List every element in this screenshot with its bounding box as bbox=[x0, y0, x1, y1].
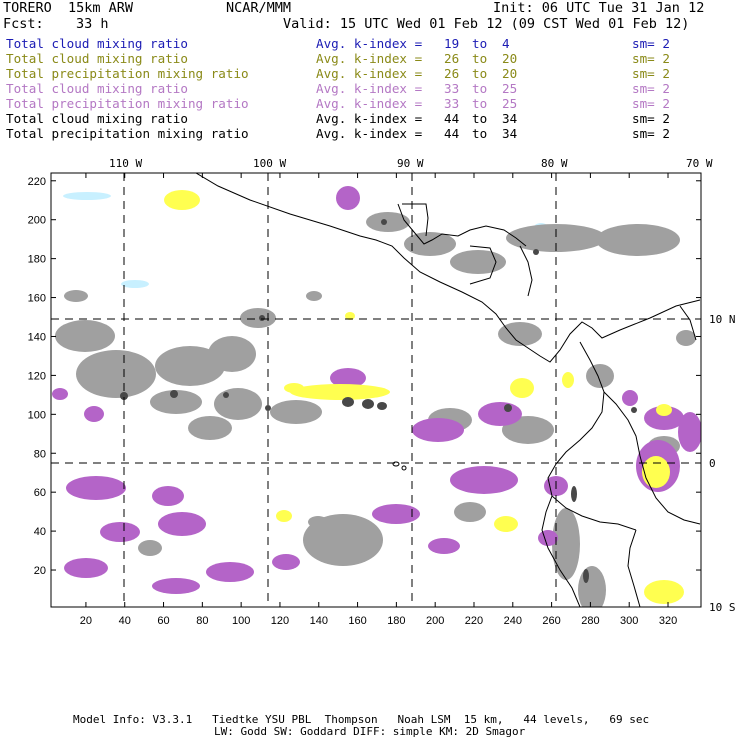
legend-from: 26 bbox=[444, 66, 460, 81]
legend-field: Total precipitation mixing ratio bbox=[6, 96, 249, 111]
y-tick-label: 80 bbox=[34, 448, 46, 460]
forecast-label: Fcst: bbox=[3, 16, 44, 32]
legend-sm: sm= 2 bbox=[632, 66, 670, 81]
y-tick-label: 40 bbox=[34, 526, 46, 538]
legend-index: Avg. k-index = bbox=[316, 111, 423, 126]
legend-to: 20 bbox=[502, 51, 518, 66]
legend-to: 25 bbox=[502, 81, 518, 96]
legend-to-word: to bbox=[472, 81, 488, 96]
x-tick-label: 220 bbox=[465, 615, 483, 627]
gray-cloud bbox=[55, 212, 696, 607]
axis-ticks bbox=[51, 173, 701, 607]
legend-to-word: to bbox=[472, 111, 488, 126]
legend-to-word: to bbox=[472, 96, 488, 111]
legend-field: Total cloud mixing ratio bbox=[6, 51, 188, 66]
x-tick-label: 60 bbox=[157, 615, 169, 627]
latitude-label: 10 N bbox=[709, 313, 736, 326]
y-tick-label: 180 bbox=[28, 254, 46, 266]
legend-field: Total precipitation mixing ratio bbox=[6, 126, 249, 141]
legend-sm: sm= 2 bbox=[632, 81, 670, 96]
legend-to: 4 bbox=[502, 36, 510, 51]
legend-sm: sm= 2 bbox=[632, 126, 670, 141]
x-tick-label: 300 bbox=[620, 615, 638, 627]
y-tick-label: 140 bbox=[28, 331, 46, 343]
legend-field: Total cloud mixing ratio bbox=[6, 36, 188, 51]
legend-to-word: to bbox=[472, 66, 488, 81]
legend-from: 44 bbox=[444, 126, 460, 141]
grid-lines bbox=[51, 173, 701, 607]
yellow-precip bbox=[164, 190, 684, 604]
y-tick-label: 200 bbox=[28, 215, 46, 227]
y-tick-label: 20 bbox=[34, 565, 46, 577]
legend-index: Avg. k-index = bbox=[316, 51, 423, 66]
x-tick-label: 20 bbox=[80, 615, 92, 627]
field-layers bbox=[52, 173, 701, 607]
latitude-label: 10 S bbox=[709, 601, 736, 614]
x-tick-label: 120 bbox=[271, 615, 289, 627]
axis-tick-labels: 20 40 60 80 100 120 140 160 180 200 220 240 260 280 30… bbox=[28, 176, 678, 627]
legend-index: Avg. k-index = bbox=[316, 36, 423, 51]
legend-from: 33 bbox=[444, 81, 460, 96]
y-tick-label: 100 bbox=[28, 409, 46, 421]
forecast-hours: 33 h bbox=[76, 16, 109, 32]
legend-index: Avg. k-index = bbox=[316, 96, 423, 111]
longitude-label: 100 W bbox=[253, 157, 287, 170]
physics-info-line: LW: Godd SW: Goddard DIFF: simple KM: 2D… bbox=[214, 725, 526, 738]
model-info-line: Model Info: V3.3.1 Tiedtke YSU PBL Thomp… bbox=[73, 713, 650, 726]
x-tick-label: 260 bbox=[542, 615, 560, 627]
legend-index: Avg. k-index = bbox=[316, 66, 423, 81]
legend-sm: sm= 2 bbox=[632, 51, 670, 66]
purple-precip bbox=[52, 186, 701, 594]
legend-to-word: to bbox=[472, 51, 488, 66]
plot-frame bbox=[50, 172, 702, 608]
x-tick-label: 40 bbox=[119, 615, 131, 627]
legend-to: 20 bbox=[502, 66, 518, 81]
latitude-label: 0 bbox=[709, 457, 716, 470]
x-tick-label: 180 bbox=[387, 615, 405, 627]
x-tick-label: 200 bbox=[426, 615, 444, 627]
x-tick-label: 160 bbox=[348, 615, 366, 627]
coastlines bbox=[195, 173, 701, 607]
x-tick-label: 280 bbox=[581, 615, 599, 627]
x-tick-label: 140 bbox=[310, 615, 328, 627]
legend-to-word: to bbox=[472, 126, 488, 141]
longitude-label: 90 W bbox=[397, 157, 424, 170]
legend-from: 26 bbox=[444, 51, 460, 66]
longitude-label: 70 W bbox=[686, 157, 713, 170]
legend-field: Total precipitation mixing ratio bbox=[6, 66, 249, 81]
init-time: Init: 06 UTC Tue 31 Jan 12 bbox=[493, 0, 705, 16]
model-name: TORERO 15km ARW bbox=[3, 0, 134, 16]
legend-sm: sm= 2 bbox=[632, 36, 670, 51]
legend-to: 25 bbox=[502, 96, 518, 111]
x-tick-label: 320 bbox=[659, 615, 677, 627]
valid-time: Valid: 15 UTC Wed 01 Feb 12 (09 CST Wed … bbox=[283, 16, 690, 32]
legend-to: 34 bbox=[502, 126, 518, 141]
longitude-label: 110 W bbox=[109, 157, 143, 170]
x-tick-label: 240 bbox=[504, 615, 522, 627]
x-tick-label: 80 bbox=[196, 615, 208, 627]
legend-to-word: to bbox=[472, 36, 488, 51]
legend-index: Avg. k-index = bbox=[316, 126, 423, 141]
legend: Total cloud mixing ratio Avg. k-index = 19… bbox=[0, 36, 740, 146]
x-tick-label: 100 bbox=[232, 615, 250, 627]
longitude-label: 80 W bbox=[541, 157, 568, 170]
legend-from: 44 bbox=[444, 111, 460, 126]
legend-field: Total cloud mixing ratio bbox=[6, 111, 188, 126]
legend-sm: sm= 2 bbox=[632, 111, 670, 126]
legend-index: Avg. k-index = bbox=[316, 81, 423, 96]
y-tick-label: 120 bbox=[28, 370, 46, 382]
legend-field: Total cloud mixing ratio bbox=[6, 81, 188, 96]
legend-to: 34 bbox=[502, 111, 518, 126]
legend-sm: sm= 2 bbox=[632, 96, 670, 111]
legend-from: 19 bbox=[444, 36, 460, 51]
y-tick-label: 160 bbox=[28, 293, 46, 305]
legend-from: 33 bbox=[444, 96, 460, 111]
y-tick-label: 220 bbox=[28, 176, 46, 188]
y-tick-label: 60 bbox=[34, 487, 46, 499]
organization: NCAR/MMM bbox=[226, 0, 292, 16]
